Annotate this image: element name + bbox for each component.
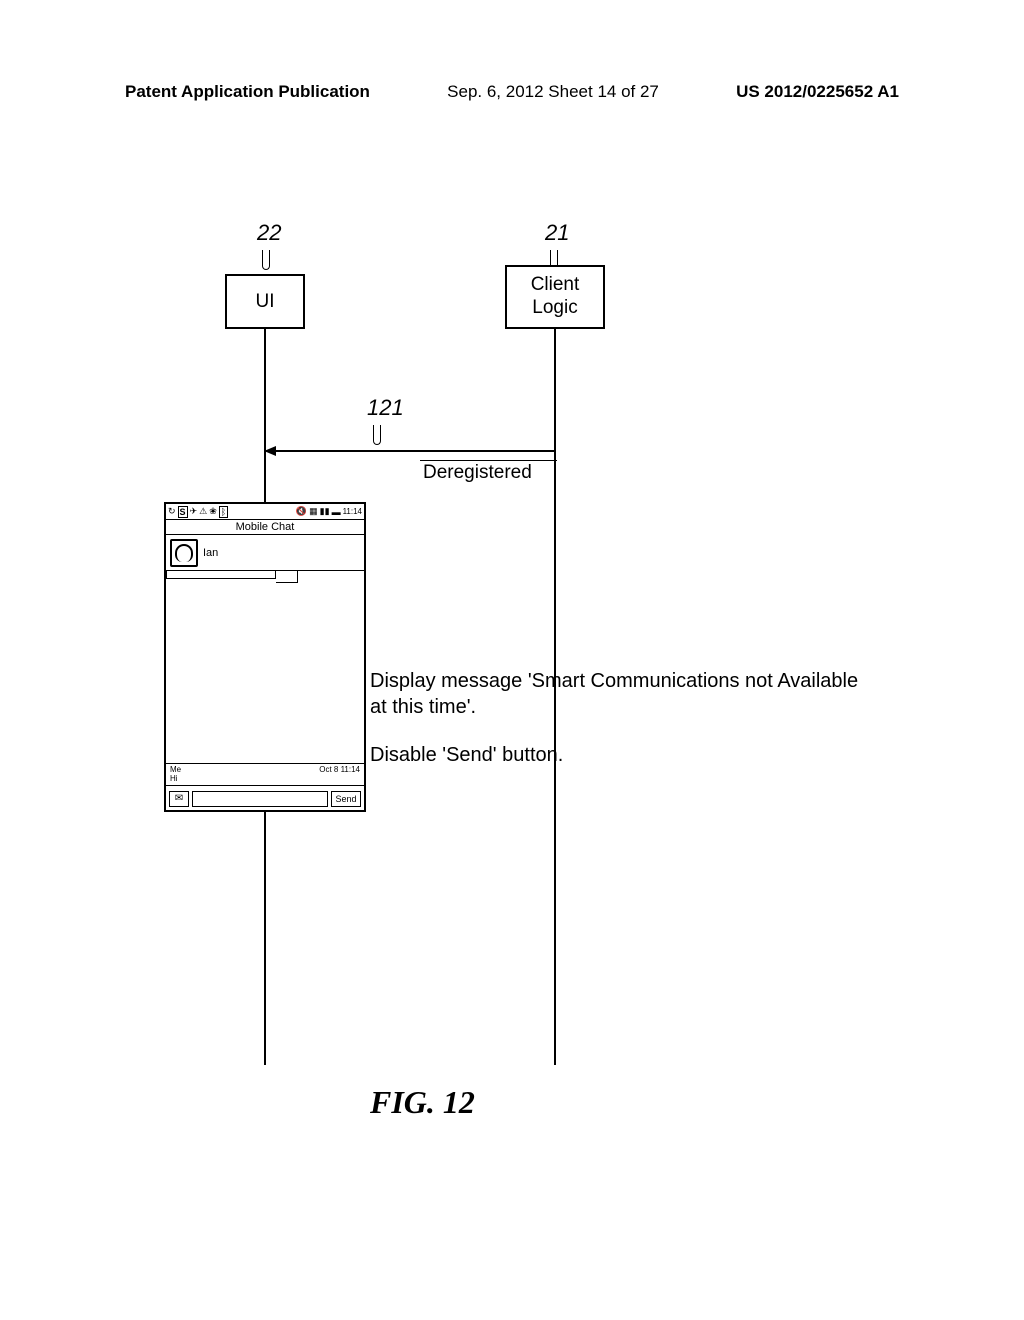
annotation-display-message: Display message 'Smart Communications no… <box>370 668 860 720</box>
msg-text: Hi <box>170 774 360 783</box>
client-logic-box: Client Logic <box>505 265 605 329</box>
arrow-head-deregistered <box>264 446 276 456</box>
status-icons-left: ↻ S ✈ ⚠ ❀ ᛒ <box>168 506 228 518</box>
msg-underline <box>420 460 557 461</box>
arrow-deregistered <box>265 450 555 452</box>
vibrate-icon: ▦ <box>309 506 318 517</box>
msg-time: Oct 8 11:14 <box>319 765 360 774</box>
header-right: US 2012/0225652 A1 <box>736 82 899 112</box>
bt2-icon: ᛒ <box>219 506 228 518</box>
header-center: Sep. 6, 2012 Sheet 14 of 27 <box>447 82 659 112</box>
status-time: 11:14 <box>343 507 362 516</box>
contact-name: Ian <box>203 547 218 559</box>
phone-app-title: Mobile Chat <box>166 520 364 535</box>
phone-input-row: ✉ Send <box>166 785 364 811</box>
annotation-disable-send: Disable 'Send' button. <box>370 742 563 768</box>
hook-121 <box>373 425 381 445</box>
phone-status-bar: ↻ S ✈ ⚠ ❀ ᛒ 🔇 ▦ ▮▮ ▬ 11:14 <box>166 504 364 520</box>
ref-121: 121 <box>367 395 404 421</box>
hook-22 <box>262 250 270 270</box>
page-header: Patent Application Publication Sep. 6, 2… <box>0 82 1024 112</box>
status-icons-right: 🔇 ▦ ▮▮ ▬ 11:14 <box>296 506 362 517</box>
s-icon: S <box>178 506 188 518</box>
header-left: Patent Application Publication <box>125 82 370 112</box>
ui-lifeline-bottom <box>264 812 266 1065</box>
msg-from: Me <box>170 765 181 774</box>
avatar-icon <box>170 539 198 567</box>
mute-icon: 🔇 <box>296 506 307 517</box>
bluetooth-icon: ❀ <box>209 506 217 517</box>
message-input[interactable] <box>192 791 328 807</box>
phone-tab2 <box>276 571 298 583</box>
battery-icon: ▬ <box>332 507 341 517</box>
ref-22: 22 <box>257 220 281 246</box>
msg-deregistered: Deregistered <box>423 462 532 484</box>
attachment-icon[interactable]: ✉ <box>169 791 189 807</box>
ref-21: 21 <box>545 220 569 246</box>
phone-tab <box>166 570 276 579</box>
phone-body <box>166 571 364 763</box>
phone-contact-row: Ian <box>166 535 364 571</box>
avatar-head <box>175 544 193 562</box>
plane-icon: ✈ <box>190 506 198 517</box>
phone-message-row: Me Oct 8 11:14 Hi <box>166 763 364 785</box>
ui-box: UI <box>225 274 305 329</box>
sync-icon: ↻ <box>168 506 176 517</box>
sequence-diagram: 22 21 121 UI Client Logic Deregistered D… <box>145 220 865 1070</box>
phone-mockup: ↻ S ✈ ⚠ ❀ ᛒ 🔇 ▦ ▮▮ ▬ 11:14 Mobile Chat I… <box>164 502 366 812</box>
msg-header: Me Oct 8 11:14 <box>170 765 360 774</box>
figure-label: FIG. 12 <box>370 1084 475 1121</box>
warning-icon: ⚠ <box>199 506 207 517</box>
send-button[interactable]: Send <box>331 791 361 807</box>
signal-icon: ▮▮ <box>320 506 330 517</box>
ui-lifeline-top <box>264 329 266 502</box>
